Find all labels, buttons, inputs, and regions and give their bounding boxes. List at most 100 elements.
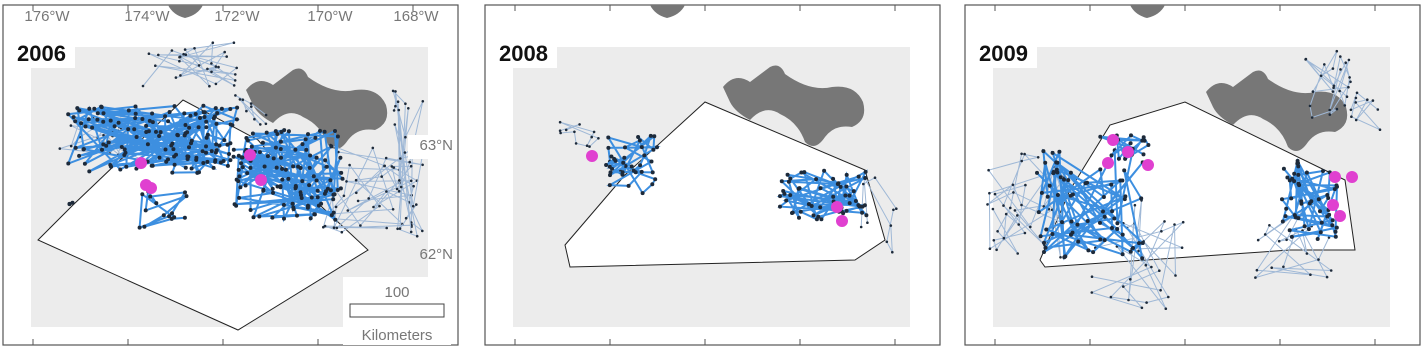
- location-fix: [217, 143, 222, 148]
- location-fix: [558, 120, 562, 124]
- location-fix: [650, 170, 655, 175]
- location-fix: [1321, 169, 1325, 173]
- location-fix: [1054, 160, 1059, 165]
- location-fix: [212, 114, 217, 119]
- longitude-label: 174°W: [124, 8, 170, 25]
- location-fix: [79, 121, 84, 126]
- location-fix: [213, 159, 218, 164]
- location-fix: [204, 144, 208, 149]
- location-fix: [237, 195, 242, 200]
- location-fix: [95, 111, 100, 116]
- location-fix: [210, 70, 213, 74]
- label-bg: [13, 40, 75, 68]
- location-fix: [631, 168, 636, 173]
- location-fix: [1050, 150, 1055, 155]
- location-fix: [574, 142, 578, 145]
- location-fix: [802, 170, 807, 175]
- location-fix: [1120, 252, 1125, 257]
- location-fix: [1289, 234, 1294, 239]
- location-fix: [1110, 209, 1115, 214]
- location-fix: [183, 165, 188, 170]
- location-fix: [296, 164, 301, 169]
- location-fix: [101, 142, 106, 147]
- location-fix: [83, 124, 88, 129]
- location-fix: [1293, 215, 1298, 220]
- location-fix: [219, 106, 224, 111]
- location-fix: [178, 55, 181, 59]
- location-fix: [1043, 245, 1048, 250]
- location-fix: [137, 225, 142, 230]
- location-fix: [157, 134, 162, 138]
- location-fix: [1043, 160, 1048, 165]
- location-fix: [415, 234, 419, 238]
- location-fix: [1306, 227, 1311, 232]
- location-fix: [1090, 291, 1094, 294]
- location-fix: [211, 41, 215, 44]
- location-fix: [597, 137, 600, 140]
- location-fix: [270, 215, 275, 220]
- location-fix: [1109, 295, 1113, 299]
- location-fix: [280, 177, 285, 182]
- location-fix: [851, 189, 856, 194]
- location-fix: [788, 193, 793, 198]
- location-fix: [1011, 183, 1015, 187]
- location-fix: [1378, 128, 1382, 131]
- location-fix: [831, 194, 836, 199]
- location-fix: [1297, 183, 1302, 188]
- track: [1255, 209, 1333, 279]
- location-fix: [239, 155, 244, 160]
- location-fix: [346, 209, 350, 212]
- location-fix: [1131, 246, 1135, 250]
- location-fix: [331, 210, 336, 215]
- location-fix: [280, 166, 285, 171]
- location-fix: [273, 145, 278, 150]
- location-fix: [309, 195, 314, 200]
- location-fix: [249, 144, 254, 149]
- location-fix: [315, 195, 320, 200]
- location-fix: [279, 155, 283, 160]
- location-fix: [1344, 61, 1347, 64]
- location-fix: [607, 183, 612, 188]
- location-fix: [367, 197, 371, 200]
- location-fix: [187, 145, 191, 150]
- location-fix: [1140, 306, 1144, 310]
- location-fix: [1128, 141, 1133, 146]
- location-fix: [217, 65, 220, 69]
- location-fix: [240, 165, 245, 170]
- location-fix: [797, 215, 801, 220]
- location-fix: [1036, 210, 1041, 215]
- location-fix: [814, 217, 819, 222]
- location-fix: [234, 117, 239, 122]
- location-fix: [847, 201, 852, 206]
- location-fix: [1102, 238, 1107, 243]
- location-fix: [157, 53, 160, 57]
- location-fix: [92, 106, 97, 111]
- location-fix: [1062, 255, 1067, 260]
- location-fix: [390, 165, 394, 168]
- location-fix: [250, 105, 253, 108]
- location-fix: [231, 147, 236, 152]
- location-fix: [640, 191, 645, 196]
- location-fix: [859, 225, 863, 229]
- location-fix: [609, 154, 614, 159]
- location-fix: [1024, 183, 1027, 187]
- location-fix: [1167, 295, 1170, 299]
- location-fix: [334, 205, 338, 209]
- location-fix: [1058, 175, 1063, 180]
- location-fix: [314, 155, 319, 160]
- location-fix: [604, 163, 609, 167]
- location-fix: [86, 117, 91, 122]
- location-fix: [213, 106, 218, 111]
- location-fix: [411, 204, 415, 208]
- location-fix: [340, 230, 344, 234]
- location-fix: [1045, 194, 1050, 199]
- location-fix: [204, 119, 209, 124]
- location-fix: [1285, 175, 1290, 180]
- location-fix: [305, 205, 310, 210]
- location-fix: [1180, 246, 1184, 249]
- location-fix: [1349, 108, 1353, 112]
- highlight-location: [1122, 146, 1134, 158]
- location-fix: [1145, 301, 1148, 304]
- location-fix: [409, 179, 413, 183]
- scale-distance: 100: [384, 284, 409, 301]
